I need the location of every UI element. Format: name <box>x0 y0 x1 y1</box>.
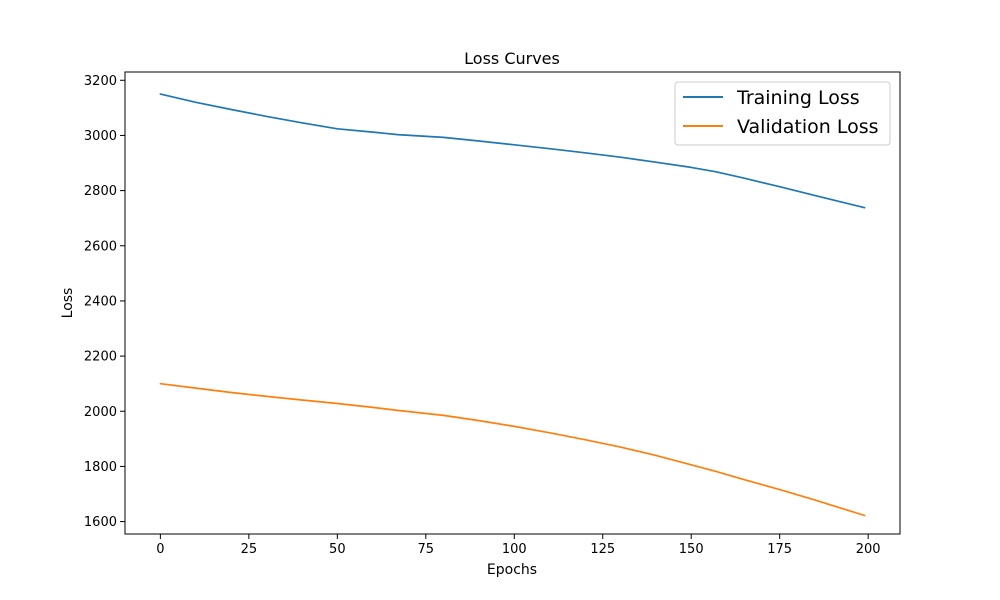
y-axis: 1600 1800 2000 2200 2400 2600 2800 3000 3200 <box>84 74 125 530</box>
y-tick-label: 2600 <box>84 239 117 254</box>
y-tick-label: 2200 <box>84 350 117 365</box>
y-tick-label: 1800 <box>84 460 117 475</box>
y-tick-label: 1600 <box>84 515 117 530</box>
x-axis: 0 25 50 75 100 125 150 175 200 <box>156 534 881 557</box>
legend-box <box>674 81 891 146</box>
x-axis-label: Epochs <box>487 562 537 578</box>
y-tick-label: 3000 <box>84 129 117 144</box>
y-tick-label: 2000 <box>84 405 117 420</box>
x-tick-label: 200 <box>856 542 881 557</box>
legend-label: Training Loss <box>736 87 860 109</box>
x-tick-label: 175 <box>767 542 792 557</box>
series-line-validation-loss <box>159 382 866 517</box>
x-tick-label: 25 <box>241 542 258 557</box>
plot-area-frame <box>124 71 901 535</box>
legend-label: Validation Loss <box>737 116 879 138</box>
chart-title: Loss Curves <box>464 49 560 68</box>
legend: Training Loss Validation Loss <box>674 81 891 146</box>
y-tick-label: 3200 <box>84 74 117 89</box>
series-line-training-loss <box>159 93 866 209</box>
y-tick-label: 2400 <box>84 294 117 309</box>
x-tick-label: 125 <box>590 542 615 557</box>
series-layer <box>159 93 866 517</box>
x-tick-label: 75 <box>418 542 435 557</box>
x-tick-label: 0 <box>156 542 164 557</box>
y-axis-label: Loss <box>60 288 76 319</box>
x-tick-label: 100 <box>502 542 527 557</box>
x-tick-label: 150 <box>679 542 704 557</box>
y-tick-label: 2800 <box>84 184 117 199</box>
x-tick-label: 50 <box>329 542 346 557</box>
